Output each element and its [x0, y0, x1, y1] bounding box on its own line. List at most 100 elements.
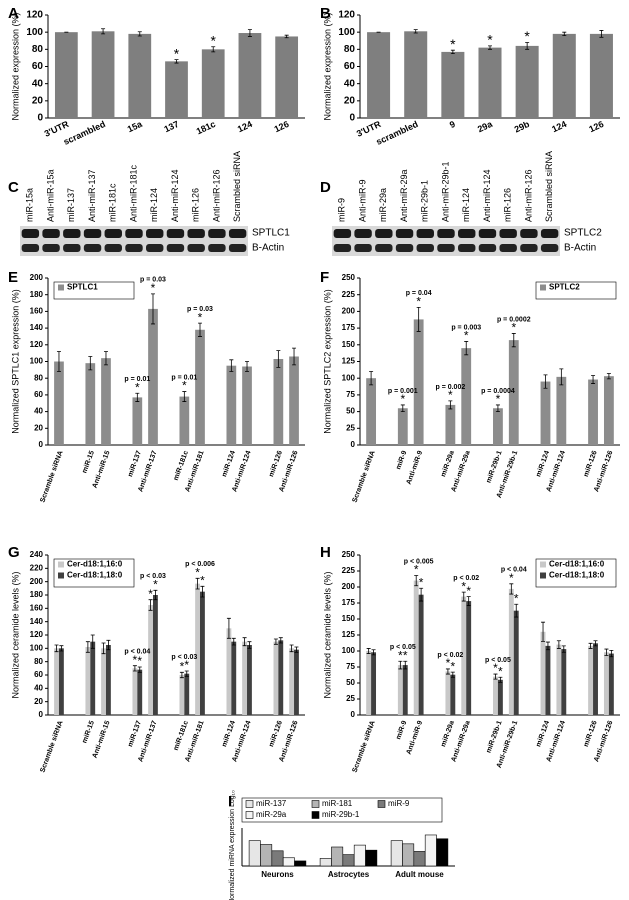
bar	[248, 840, 261, 867]
error-bar	[369, 371, 374, 386]
p-value: p = 0.0004	[481, 388, 515, 395]
band	[21, 244, 40, 252]
bar	[404, 31, 428, 118]
bar	[556, 644, 562, 715]
band	[104, 229, 122, 238]
y-tick-label: 150	[342, 340, 356, 349]
bar	[497, 679, 503, 715]
band	[166, 244, 185, 252]
panel-letter: G	[8, 544, 20, 561]
band	[21, 229, 40, 238]
significance-star: *	[180, 660, 185, 674]
y-tick-label: 160	[30, 603, 44, 612]
bar	[289, 648, 295, 715]
band	[458, 244, 476, 252]
bar	[319, 858, 332, 867]
bar	[556, 376, 567, 445]
error-bar	[545, 641, 550, 651]
error-bar	[231, 637, 236, 646]
error-bar	[466, 596, 471, 606]
significance-star: *	[174, 45, 180, 61]
bar	[278, 640, 284, 715]
y-tick-label: 40	[34, 683, 43, 692]
x-tick-label: miR-15	[81, 720, 96, 744]
x-tick-label: miR-124	[221, 720, 237, 748]
x-tick-label: miR-124	[535, 450, 551, 478]
bar	[226, 628, 232, 715]
legend-label: miR-181	[322, 799, 353, 808]
band-label: SPTLC2	[564, 228, 602, 239]
panel-letter: B	[320, 5, 331, 22]
band	[63, 229, 81, 238]
y-tick-label: 100	[338, 27, 355, 38]
error-bar	[493, 673, 498, 680]
band	[187, 229, 205, 238]
x-tick-label: miR-9	[395, 720, 408, 741]
error-bar	[198, 322, 203, 337]
band	[540, 244, 559, 252]
bar	[603, 376, 614, 445]
bar	[397, 408, 408, 445]
lane-label: miR-181c	[108, 183, 118, 222]
band	[146, 244, 164, 252]
y-tick-label: 60	[344, 61, 356, 72]
bar	[247, 645, 252, 715]
error-bar	[606, 373, 611, 380]
bar	[201, 49, 225, 119]
panel-letter: F	[320, 269, 329, 286]
y-tick-label: 150	[342, 614, 356, 623]
bar	[132, 397, 143, 445]
legend-label: miR-29b-1	[322, 810, 360, 819]
lane-label: miR-29a	[378, 188, 388, 222]
band	[375, 229, 393, 238]
bar	[552, 33, 576, 119]
y-tick-label: 50	[346, 678, 355, 687]
y-tick-label: 80	[344, 44, 356, 55]
bar	[242, 366, 252, 445]
bar	[137, 669, 143, 715]
y-tick-label: 120	[30, 630, 44, 639]
bar	[508, 588, 514, 715]
bar	[331, 846, 344, 867]
significance-star: *	[511, 321, 516, 335]
y-tick-label: 40	[344, 78, 356, 89]
y-axis-title: Normalized expression (%)	[322, 12, 332, 120]
legend-label: miR-9	[388, 799, 410, 808]
error-bar	[273, 638, 278, 645]
legend-swatch	[540, 284, 546, 291]
p-value: p = 0.003	[451, 324, 481, 331]
significance-star: *	[151, 281, 156, 295]
lane-label: miR-126	[191, 188, 201, 222]
legend-swatch	[311, 811, 320, 819]
band	[499, 229, 517, 238]
significance-star: *	[509, 571, 514, 585]
bar	[195, 329, 205, 445]
x-tick-label: Scramble siRNA	[352, 450, 377, 504]
lane-label: Anti-miR-126	[523, 169, 533, 222]
x-tick-label: Scramble siRNA	[39, 450, 64, 504]
y-tick-label: 80	[34, 373, 43, 382]
y-tick-label: 75	[346, 390, 355, 399]
bar	[282, 857, 295, 867]
x-tick-label: miR-126	[268, 720, 284, 748]
bar	[366, 378, 377, 445]
y-tick-label: 120	[338, 10, 355, 21]
y-tick-label: 60	[34, 390, 43, 399]
error-bar	[211, 46, 216, 53]
band	[499, 244, 517, 252]
x-tick-label: miR-137	[127, 450, 143, 478]
panel-letter: I	[228, 793, 232, 810]
bar	[54, 32, 78, 118]
significance-star: *	[487, 32, 493, 48]
band	[437, 244, 455, 252]
error-bar	[593, 640, 598, 647]
error-bar	[106, 639, 111, 651]
band	[42, 229, 60, 238]
error-bar	[543, 374, 548, 389]
band	[395, 244, 414, 252]
bar	[493, 676, 498, 715]
legend-swatch	[58, 572, 64, 579]
y-tick-label: 100	[26, 27, 43, 38]
significance-star: *	[414, 563, 419, 577]
error-bar	[371, 649, 376, 656]
